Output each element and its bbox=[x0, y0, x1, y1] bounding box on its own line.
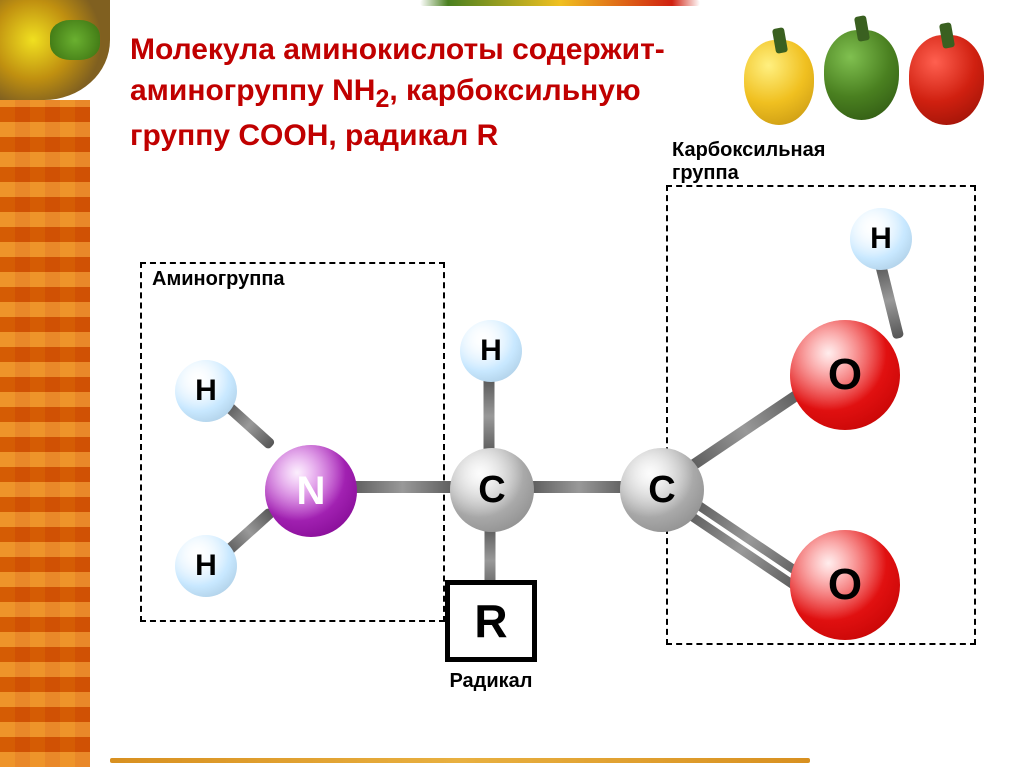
atom-O1: O bbox=[790, 320, 900, 430]
radical-label: Радикал bbox=[440, 670, 542, 693]
pepper-decoration bbox=[724, 0, 1024, 150]
fruit-corner bbox=[0, 0, 110, 100]
radical-r-box: R bbox=[445, 580, 537, 662]
bond bbox=[484, 376, 495, 456]
atom-H3: H bbox=[460, 320, 522, 382]
amino-group-label: Аминогруппа bbox=[152, 268, 285, 291]
bottom-accent-bar bbox=[110, 758, 810, 763]
woven-pattern bbox=[0, 100, 90, 767]
atom-C1: C bbox=[450, 448, 534, 532]
bond bbox=[345, 481, 460, 493]
atom-H4: H bbox=[850, 208, 912, 270]
top-accent-bar bbox=[420, 0, 700, 6]
atom-N: N bbox=[265, 445, 357, 537]
carboxyl-group-label: Карбоксильнаягруппа bbox=[672, 139, 825, 185]
atom-H2: H bbox=[175, 535, 237, 597]
yellow-pepper bbox=[744, 40, 814, 125]
green-pepper bbox=[824, 30, 899, 120]
red-pepper bbox=[909, 35, 984, 125]
slide-title: Молекула аминокислоты содержит-аминогруп… bbox=[130, 30, 750, 157]
atom-H1: H bbox=[175, 360, 237, 422]
atom-O2: O bbox=[790, 530, 900, 640]
molecule-diagram: Аминогруппа Карбоксильнаягруппа NHHCHCOO… bbox=[130, 190, 980, 730]
atom-C2: C bbox=[620, 448, 704, 532]
left-decoration bbox=[0, 0, 110, 767]
bond bbox=[525, 481, 633, 493]
